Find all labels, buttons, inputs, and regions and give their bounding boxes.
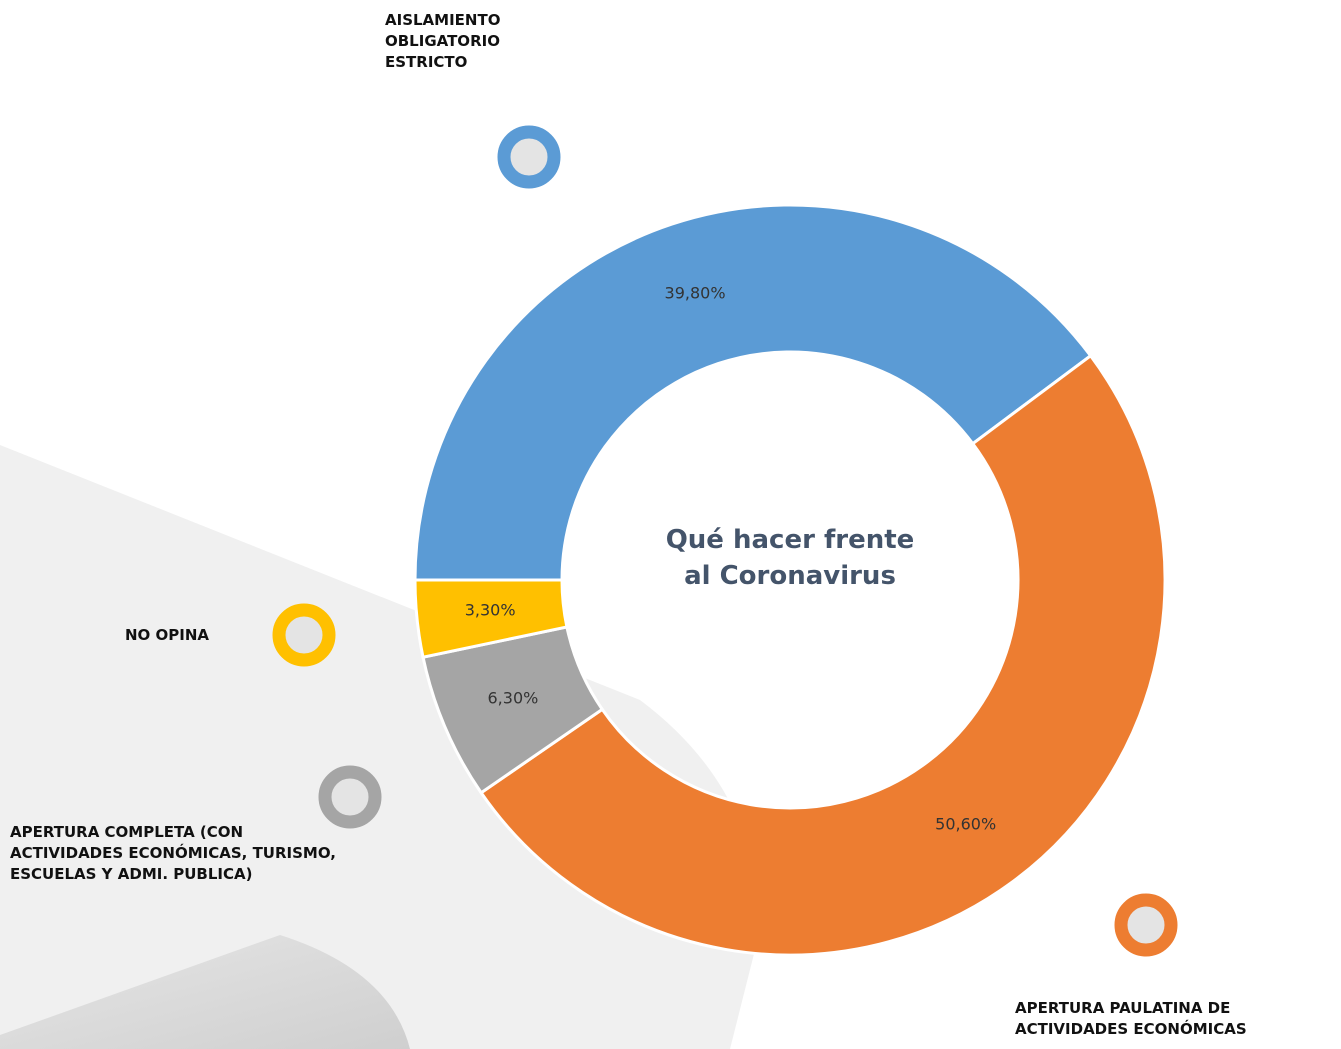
data-label: 39,80% bbox=[665, 283, 726, 302]
background-shape bbox=[0, 445, 760, 1049]
legend-marker bbox=[497, 125, 561, 189]
background-shape bbox=[0, 935, 410, 1049]
data-label: 3,30% bbox=[465, 601, 516, 620]
legend-label: NO OPINA bbox=[125, 626, 210, 644]
data-label: 6,30% bbox=[488, 688, 539, 707]
donut-slice bbox=[479, 353, 1167, 957]
legend-marker bbox=[272, 603, 336, 667]
legend-marker bbox=[318, 765, 382, 829]
chart-title: Qué hacer frente al Coronavirus bbox=[665, 525, 915, 591]
legend-label: AISLAMIENTO OBLIGATORIO ESTRICTO bbox=[385, 11, 501, 71]
data-label: 50,60% bbox=[935, 815, 996, 834]
legend-label: APERTURA COMPLETA (CON ACTIVIDADES ECONÓ… bbox=[10, 823, 336, 883]
donut-slice bbox=[413, 203, 1093, 582]
legend-marker bbox=[1114, 893, 1178, 957]
donut-slice bbox=[413, 578, 569, 659]
legend-label: APERTURA PAULATINA DE ACTIVIDADES ECONÓM… bbox=[1015, 999, 1247, 1038]
